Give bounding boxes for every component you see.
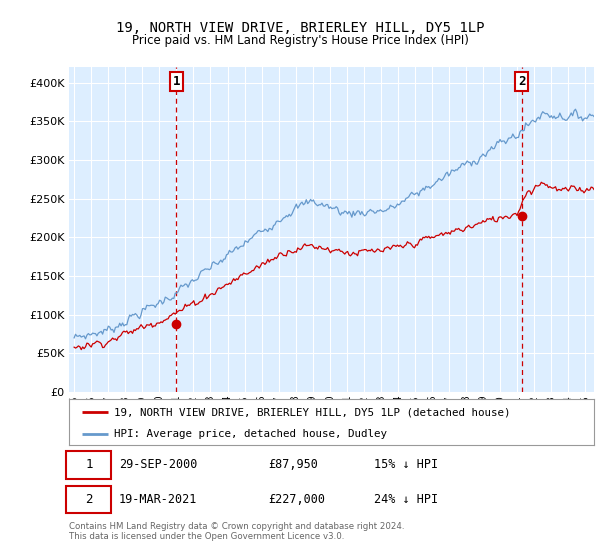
Text: 29-SEP-2000: 29-SEP-2000 xyxy=(119,458,197,472)
Text: 15% ↓ HPI: 15% ↓ HPI xyxy=(373,458,437,472)
Text: 1: 1 xyxy=(173,76,180,88)
Text: 19-MAR-2021: 19-MAR-2021 xyxy=(119,493,197,506)
Text: 19, NORTH VIEW DRIVE, BRIERLEY HILL, DY5 1LP (detached house): 19, NORTH VIEW DRIVE, BRIERLEY HILL, DY5… xyxy=(113,407,510,417)
FancyBboxPatch shape xyxy=(67,486,111,514)
Text: 24% ↓ HPI: 24% ↓ HPI xyxy=(373,493,437,506)
Text: £87,950: £87,950 xyxy=(269,458,319,472)
Text: HPI: Average price, detached house, Dudley: HPI: Average price, detached house, Dudl… xyxy=(113,429,386,438)
Text: 1: 1 xyxy=(85,458,93,472)
Text: Contains HM Land Registry data © Crown copyright and database right 2024.
This d: Contains HM Land Registry data © Crown c… xyxy=(69,522,404,542)
Text: Price paid vs. HM Land Registry's House Price Index (HPI): Price paid vs. HM Land Registry's House … xyxy=(131,34,469,46)
FancyBboxPatch shape xyxy=(67,451,111,479)
Text: 19, NORTH VIEW DRIVE, BRIERLEY HILL, DY5 1LP: 19, NORTH VIEW DRIVE, BRIERLEY HILL, DY5… xyxy=(116,21,484,35)
Text: £227,000: £227,000 xyxy=(269,493,325,506)
Text: 2: 2 xyxy=(518,76,526,88)
Text: 2: 2 xyxy=(85,493,93,506)
